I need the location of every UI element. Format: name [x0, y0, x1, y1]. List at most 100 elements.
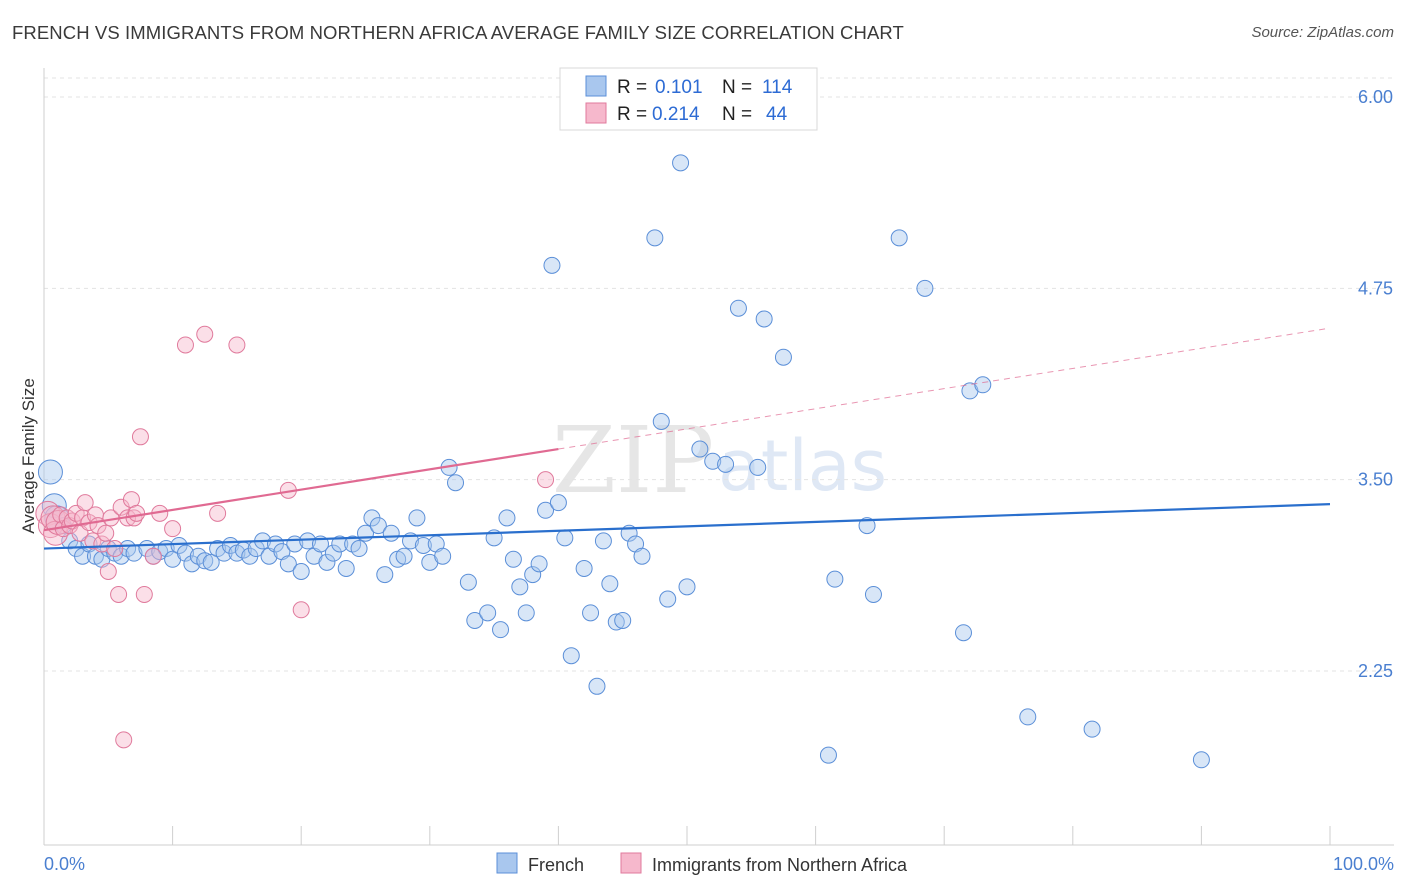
trend-line-nafrica [43, 447, 559, 532]
french-point [678, 578, 696, 596]
french-point [659, 590, 677, 608]
french-point [279, 555, 297, 573]
legend-n-label-french: N = [722, 77, 752, 98]
top-legend: R = 0.101 N = 114 R = 0.214 N = 44 [559, 67, 818, 131]
french-point [607, 613, 625, 631]
nafrica-point [164, 520, 182, 538]
nafrica-point [135, 585, 153, 603]
french-point [864, 585, 882, 603]
bottom-legend-swatch-nafrica [620, 852, 642, 874]
french-point [466, 611, 484, 629]
french-point [517, 604, 535, 622]
french-point [331, 535, 349, 553]
nafrica-point [97, 524, 115, 542]
french-point [414, 536, 432, 554]
nafrica-point [106, 540, 124, 558]
french-point [492, 621, 510, 639]
nafrica-point [228, 336, 246, 354]
chart-title: FRENCH VS IMMIGRANTS FROM NORTHERN AFRIC… [12, 22, 904, 43]
french-point [729, 299, 747, 317]
french-point [37, 459, 63, 485]
nafrica-point [128, 504, 146, 522]
french-point [954, 624, 972, 642]
french-point [672, 154, 690, 172]
french-point [549, 494, 567, 512]
watermark: ZIP atlas [552, 407, 887, 514]
french-point [537, 501, 555, 519]
bottom-legend-label-french: French [528, 855, 584, 875]
bottom-legend-swatch-french [496, 852, 518, 874]
french-point [498, 509, 516, 527]
legend-n-value-nafrica: 44 [766, 104, 788, 125]
nafrica-point [144, 547, 162, 565]
french-point [324, 544, 342, 562]
bottom-legend-label-nafrica: Immigrants from Northern Africa [652, 855, 908, 875]
y-tick-label: 4.75 [1358, 278, 1393, 298]
french-point [819, 746, 837, 764]
french-point [749, 458, 767, 476]
bottom-legend: French Immigrants from Northern Africa [496, 852, 908, 875]
french-point [1019, 708, 1037, 726]
french-point [337, 559, 355, 577]
legend-n-value-french: 114 [762, 77, 793, 98]
french-point [434, 547, 452, 565]
y-tick-label: 3.50 [1358, 470, 1393, 490]
nafrica-point [110, 585, 128, 603]
french-point [176, 544, 194, 562]
french-point [376, 566, 394, 584]
french-point [382, 524, 400, 542]
french-point [858, 517, 876, 535]
french-point [479, 604, 497, 622]
french-point [395, 547, 413, 565]
french-point [1192, 751, 1210, 769]
french-point [916, 279, 934, 297]
series-nafrica-points [35, 325, 555, 749]
french-point [575, 559, 593, 577]
french-point [524, 566, 542, 584]
series-french-points [37, 154, 1210, 769]
x-tick-marks [43, 826, 1331, 845]
french-point [974, 376, 992, 394]
y-axis-label: Average Family Size [19, 378, 38, 534]
axes [43, 68, 1394, 846]
legend-r-value-french: 0.101 [655, 77, 703, 98]
french-point [633, 547, 651, 565]
french-point [556, 529, 574, 547]
french-point [350, 540, 368, 558]
french-point [543, 256, 561, 274]
french-point [1083, 720, 1101, 738]
legend-r-label-french: R = [617, 77, 647, 98]
nafrica-point [84, 532, 102, 550]
french-point [652, 413, 670, 431]
french-point [459, 573, 477, 591]
nafrica-point [115, 731, 133, 749]
french-point [196, 552, 214, 570]
french-point [292, 563, 310, 581]
french-point [594, 532, 612, 550]
french-point [755, 310, 773, 328]
french-point [691, 440, 709, 458]
nafrica-point [93, 535, 111, 553]
french-point [826, 570, 844, 588]
x-tick-label-max: 100.0% [1333, 854, 1394, 874]
nafrica-point [537, 471, 555, 489]
watermark-zip: ZIP [552, 407, 714, 514]
french-point [530, 555, 548, 573]
french-point [601, 575, 619, 593]
french-point [562, 647, 580, 665]
french-point [717, 455, 735, 473]
french-point [408, 509, 426, 527]
gridlines [44, 77, 1394, 672]
french-point [704, 452, 722, 470]
french-point [369, 517, 387, 535]
nafrica-point [76, 494, 94, 512]
legend-swatch-nafrica [585, 102, 607, 124]
french-point [202, 553, 220, 571]
french-point [318, 553, 336, 571]
nafrica-point [196, 325, 214, 343]
french-point [890, 229, 908, 247]
french-point [588, 677, 606, 695]
y-tick-label: 6.00 [1358, 87, 1393, 107]
french-point [299, 532, 317, 550]
